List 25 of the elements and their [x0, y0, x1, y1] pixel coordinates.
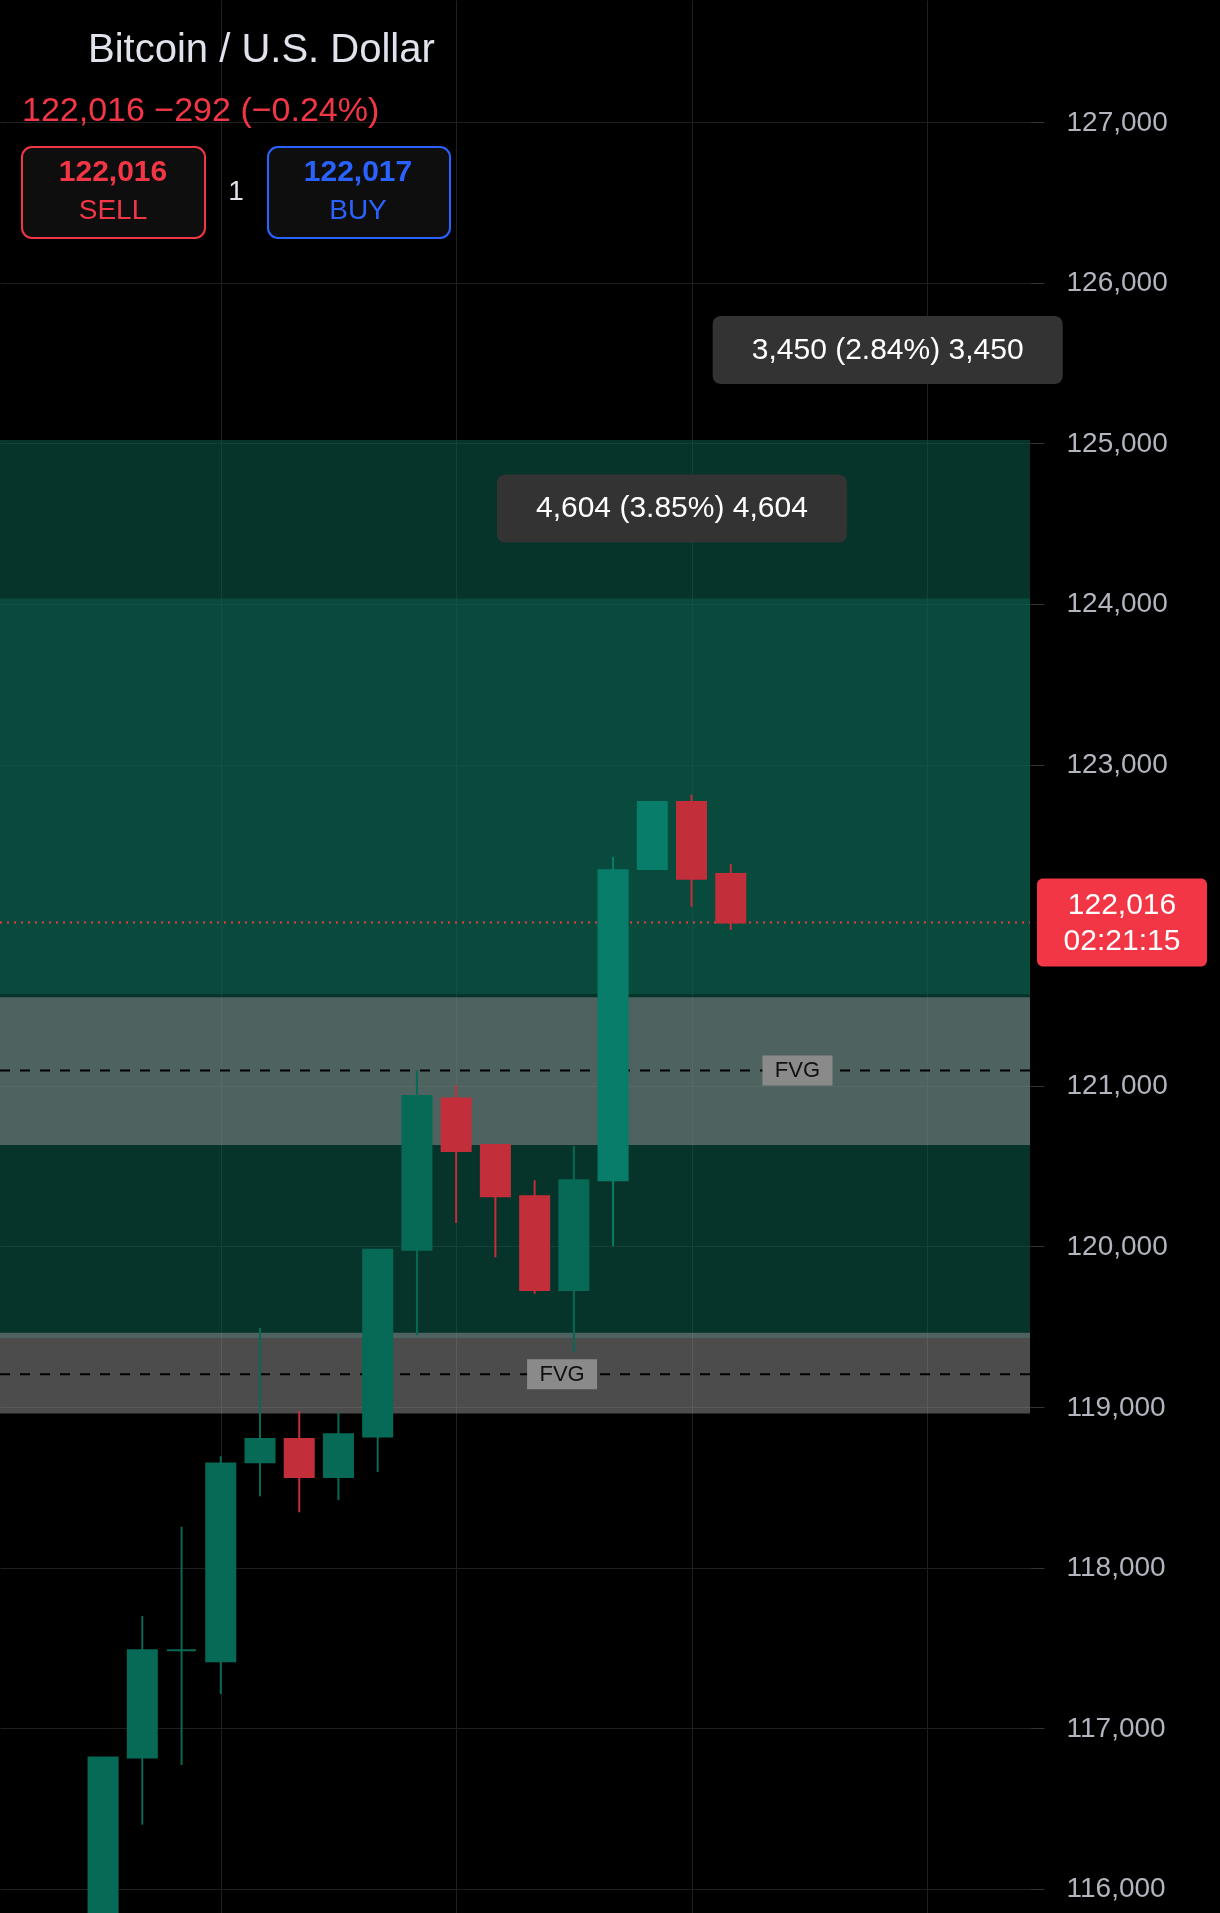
- y-tick-label: 124,000: [1066, 587, 1168, 619]
- band-label: 4,604 (3.85%) 4,604: [535, 490, 808, 524]
- y-tick-label: 120,000: [1066, 1229, 1168, 1261]
- y-tick-label: 126,000: [1066, 266, 1168, 298]
- annotation: 1: [228, 175, 244, 206]
- y-tick-label: 121,000: [1066, 1069, 1168, 1101]
- y-tick-label: 127,000: [1066, 105, 1168, 137]
- y-tick-label: 119,000: [1066, 1390, 1166, 1422]
- annotation: BUY: [329, 194, 388, 225]
- annotation: SELL: [78, 194, 148, 225]
- y-tick-label: 118,000: [1066, 1551, 1166, 1583]
- text: Bitcoin / U.S. Dollar: [88, 26, 435, 70]
- candlestick: [244, 1327, 276, 1498]
- ref-line-label: 122,016 02:21:15: [1063, 886, 1181, 956]
- y-tick-label: 117,000: [1066, 1711, 1166, 1743]
- y-tick-label: 123,000: [1066, 748, 1168, 780]
- y-tick-label: 125,000: [1066, 426, 1168, 458]
- ref-line-label: FVG: [539, 1361, 585, 1387]
- text: 122,016 −292 (−0.24%): [22, 90, 380, 128]
- annotation: 122,017: [303, 154, 413, 187]
- ref-line-label: FVG: [774, 1057, 821, 1083]
- annotation: 122,016: [58, 154, 168, 187]
- band-label: 3,450 (2.84%) 3,450: [751, 332, 1024, 366]
- y-tick-label: 116,000: [1066, 1872, 1166, 1904]
- candlestick: [166, 1525, 198, 1766]
